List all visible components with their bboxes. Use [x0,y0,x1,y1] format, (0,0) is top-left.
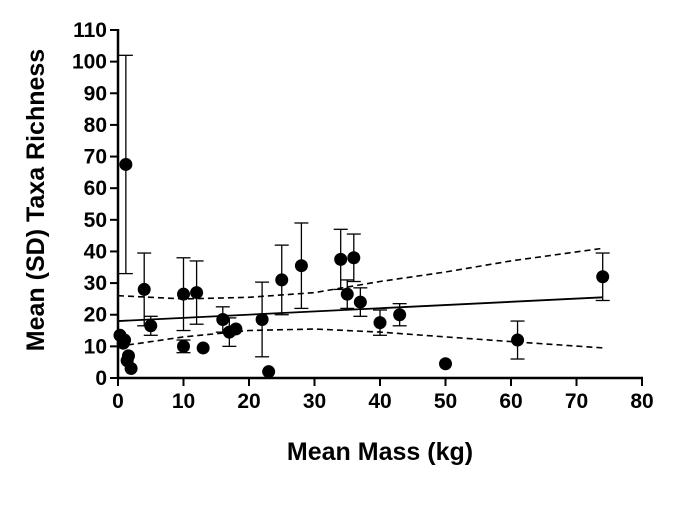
data-point [137,282,151,296]
data-point [262,365,276,379]
data-point [347,251,361,265]
data-point [393,308,407,322]
y-tick-label: 70 [84,146,107,169]
data-point [275,273,289,287]
x-tick-label: 50 [434,390,457,413]
x-tick-label: 40 [368,390,391,413]
x-tick-label: 70 [565,390,588,413]
y-tick-label: 0 [95,367,107,390]
y-tick-label: 100 [72,51,107,74]
x-tick-label: 80 [630,390,653,413]
data-point [373,316,387,330]
y-tick-label: 20 [84,304,107,327]
data-point [144,319,158,333]
ci-lower-band [117,328,603,349]
data-point [190,286,204,300]
y-tick-label: 10 [84,335,107,358]
y-tick-label: 40 [84,240,107,263]
x-tick-label: 0 [112,390,124,413]
axes: 0 10 20 30 40 50 60 70 80 0 10 20 30 40 50 60 70 80 90 100 1… [72,19,654,413]
data-point [177,339,190,353]
y-tick-label: 80 [84,114,107,137]
plot-area [113,54,610,379]
x-tick-label: 60 [499,390,522,413]
data-point [340,287,354,301]
data-point [124,362,138,376]
data-point [334,252,348,266]
data-point [118,333,132,347]
data-point [216,312,230,326]
data-point [119,157,133,171]
y-tick-label: 90 [84,82,107,105]
y-tick-label: 50 [84,209,107,232]
data-point [596,270,610,284]
data-point [294,259,308,273]
x-tick-label: 20 [237,390,260,413]
x-tick-label: 30 [303,390,326,413]
data-point [439,357,452,371]
data-point [196,341,210,355]
x-axis-title: Mean Mass (kg) [287,438,473,466]
y-tick-label: 110 [73,19,107,42]
data-point [121,349,135,363]
data-point [255,312,269,326]
x-tick-label: 10 [172,390,195,413]
ci-upper-band [117,247,603,300]
data-point [229,322,243,336]
data-point [511,333,525,347]
data-point [177,287,190,301]
y-tick-label: 30 [84,272,107,295]
y-axis-title: Mean (SD) Taxa Richness [22,49,50,351]
y-tick-label: 60 [84,177,107,200]
data-point [353,295,367,309]
